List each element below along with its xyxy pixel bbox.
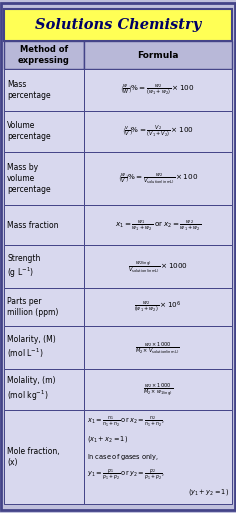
FancyBboxPatch shape bbox=[84, 245, 232, 288]
Text: $\frac{w_2}{(w_1+w_2)}\times10^6$: $\frac{w_2}{(w_1+w_2)}\times10^6$ bbox=[134, 300, 181, 314]
Text: $\frac{w_{2{\rm (in\,g)}}}{V_{\rm solution\,(in\,mL)}}\times1000$: $\frac{w_{2{\rm (in\,g)}}}{V_{\rm soluti… bbox=[128, 260, 188, 274]
Text: $\left(\frac{w}{W}\right)\!\%=\frac{w_2}{(w_1+w_2)}\times100$: $\left(\frac{w}{W}\right)\!\%=\frac{w_2}… bbox=[120, 83, 195, 97]
FancyBboxPatch shape bbox=[4, 245, 84, 288]
FancyBboxPatch shape bbox=[4, 111, 84, 152]
Text: Volume
percentage: Volume percentage bbox=[7, 121, 51, 142]
FancyBboxPatch shape bbox=[84, 69, 232, 111]
Text: $\left(\frac{w}{V}\right)\!\%=\frac{w_2}{V_{\rm solution(in\,mL)}}\times100$: $\left(\frac{w}{V}\right)\!\%=\frac{w_2}… bbox=[118, 172, 198, 185]
Text: Molarity, (M)
(mol L$^{-1}$): Molarity, (M) (mol L$^{-1}$) bbox=[7, 335, 56, 360]
Text: ${\rm In\;case\;of\;gases\;only,}$: ${\rm In\;case\;of\;gases\;only,}$ bbox=[87, 452, 158, 462]
Text: $y_1=\frac{p_1}{p_1+p_2}\;{\rm or}\;y_2=\frac{p_2}{p_1+p_2},$: $y_1=\frac{p_1}{p_1+p_2}\;{\rm or}\;y_2=… bbox=[87, 467, 164, 482]
Text: Mass fraction: Mass fraction bbox=[7, 221, 59, 230]
Text: $\left(\frac{v}{V}\right)\!\%=\frac{V_2}{(V_1+V_2)}\times100$: $\left(\frac{v}{V}\right)\!\%=\frac{V_2}… bbox=[122, 124, 194, 139]
FancyBboxPatch shape bbox=[4, 369, 84, 410]
Text: Molality, (m)
(mol kg$^{-1}$): Molality, (m) (mol kg$^{-1}$) bbox=[7, 377, 56, 403]
FancyBboxPatch shape bbox=[4, 9, 232, 41]
Text: Formula: Formula bbox=[137, 51, 178, 60]
Text: $(y_1+y_2=1)$: $(y_1+y_2=1)$ bbox=[188, 487, 229, 497]
Text: Mass
percentage: Mass percentage bbox=[7, 80, 51, 100]
FancyBboxPatch shape bbox=[84, 152, 232, 205]
Text: Solutions Chemistry: Solutions Chemistry bbox=[35, 18, 201, 32]
FancyBboxPatch shape bbox=[84, 111, 232, 152]
Text: Parts per
million (ppm): Parts per million (ppm) bbox=[7, 297, 59, 317]
Text: $x_1=\frac{w_1}{w_1+w_2}\;{\rm or}\;x_2=\frac{w_2}{w_1+w_2}$: $x_1=\frac{w_1}{w_1+w_2}\;{\rm or}\;x_2=… bbox=[115, 218, 201, 232]
FancyBboxPatch shape bbox=[84, 410, 232, 504]
Text: $\frac{w_2\times1000}{M_2\times V_{\rm solution(in\,mL)}}$: $\frac{w_2\times1000}{M_2\times V_{\rm s… bbox=[135, 340, 180, 355]
Text: Strength
(g L$^{-1}$): Strength (g L$^{-1}$) bbox=[7, 253, 40, 280]
FancyBboxPatch shape bbox=[1, 3, 235, 510]
FancyBboxPatch shape bbox=[4, 410, 84, 504]
FancyBboxPatch shape bbox=[4, 288, 84, 326]
Text: Method of
expressing: Method of expressing bbox=[18, 46, 70, 65]
FancyBboxPatch shape bbox=[4, 41, 84, 69]
Text: $(x_1+x_2=1)$: $(x_1+x_2=1)$ bbox=[87, 435, 128, 444]
Text: Mass by
volume
percentage: Mass by volume percentage bbox=[7, 163, 51, 194]
Text: Mole fraction,
(x): Mole fraction, (x) bbox=[7, 447, 60, 467]
FancyBboxPatch shape bbox=[84, 369, 232, 410]
FancyBboxPatch shape bbox=[84, 41, 232, 69]
FancyBboxPatch shape bbox=[84, 288, 232, 326]
FancyBboxPatch shape bbox=[4, 69, 84, 111]
FancyBboxPatch shape bbox=[4, 326, 84, 369]
Text: $x_1=\frac{n_1}{n_1+n_2}\;{\rm or}\;x_2=\frac{n_2}{n_1+n_2},$: $x_1=\frac{n_1}{n_1+n_2}\;{\rm or}\;x_2=… bbox=[87, 415, 164, 429]
FancyBboxPatch shape bbox=[84, 205, 232, 245]
FancyBboxPatch shape bbox=[4, 205, 84, 245]
FancyBboxPatch shape bbox=[84, 326, 232, 369]
FancyBboxPatch shape bbox=[4, 152, 84, 205]
Text: $\frac{w_2\times1000}{M_2\times w_{1{\rm (in\,g)}}}$: $\frac{w_2\times1000}{M_2\times w_{1{\rm… bbox=[143, 381, 173, 398]
